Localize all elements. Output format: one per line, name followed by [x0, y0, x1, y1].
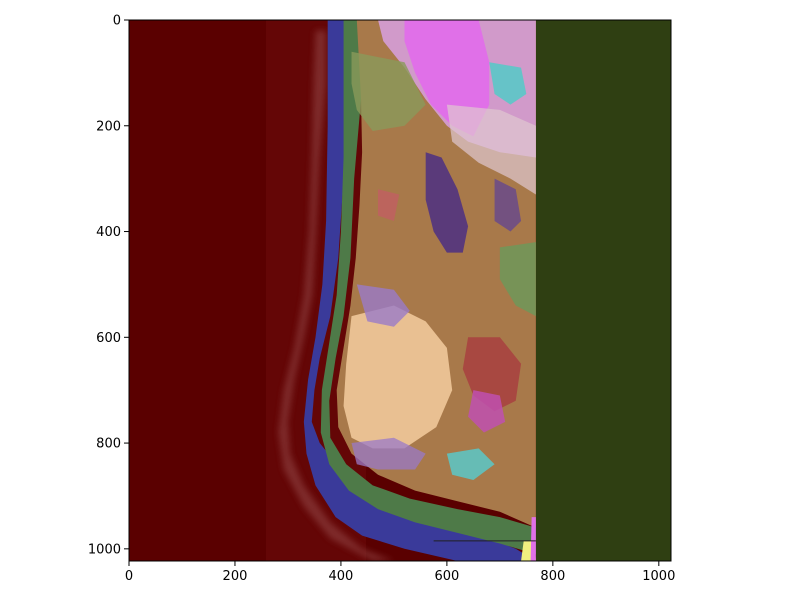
land-lavender-2: [351, 437, 426, 470]
x-tick-label: 0: [125, 569, 133, 584]
land-olive: [351, 51, 426, 132]
land-green-east: [499, 242, 536, 317]
land-cyan-1: [489, 62, 527, 105]
x-tick-label: 200: [223, 569, 248, 584]
x-tick-label: 600: [434, 569, 459, 584]
land-red-west: [378, 189, 400, 221]
x-tick-label: 800: [540, 569, 565, 584]
land-pink-bottom: [530, 517, 536, 561]
y-tick-label: 400: [96, 225, 121, 240]
land-magenta-east: [468, 390, 506, 433]
land-cyan-2: [446, 448, 495, 481]
x-tick-label: 1000: [642, 569, 675, 584]
x-tick-label: 400: [329, 569, 354, 584]
y-axis-ticks: 0 200 400 600 800 1000: [88, 14, 129, 557]
x-axis-ticks: 0 200 400 600 800 1000: [125, 561, 675, 584]
axes-frame: [128, 19, 672, 562]
y-tick-label: 800: [96, 437, 121, 452]
map-image: [129, 20, 671, 561]
land-tan: [343, 305, 453, 449]
land-lavender-1: [356, 284, 410, 327]
y-tick-label: 0: [113, 14, 121, 29]
ocean-glow: [278, 30, 426, 561]
y-tick-label: 1000: [88, 542, 121, 557]
y-tick-label: 200: [96, 119, 121, 134]
land-light: [446, 104, 536, 195]
y-tick-label: 600: [96, 331, 121, 346]
land-purple-east: [494, 178, 522, 232]
outside-extent-strip: [536, 20, 671, 561]
land-purple: [425, 152, 469, 253]
